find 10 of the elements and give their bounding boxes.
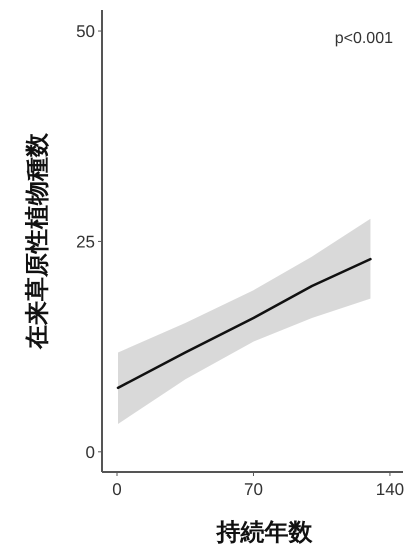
- x-tick-label: 0: [112, 480, 122, 499]
- y-tick-label: 0: [86, 442, 95, 462]
- y-axis-title: 在来草原性植物種数: [24, 132, 51, 350]
- line-series: [116, 258, 372, 390]
- y-tick-label: 50: [76, 22, 95, 42]
- x-axis-title: 持続年数: [216, 519, 314, 546]
- annotation: p<0.001: [334, 30, 394, 47]
- x-tick-label: 70: [244, 480, 263, 499]
- y-tick-label: 25: [76, 232, 95, 252]
- x-tick-label: 140: [376, 480, 404, 499]
